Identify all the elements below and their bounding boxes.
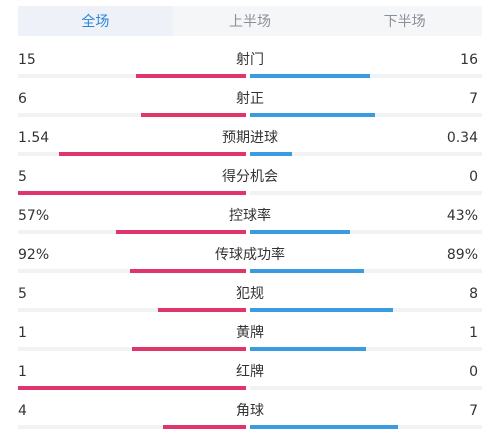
away-bar-track [250,425,482,429]
stat-row: 57% 控球率 43% [0,208,500,240]
home-bar [18,386,246,390]
home-bar [18,191,246,195]
away-bar-track [250,386,482,390]
home-bar-track [18,269,246,273]
home-bar [132,347,246,351]
stat-label: 传球成功率 [215,247,285,263]
away-bar-track [250,191,482,195]
away-value: 16 [460,52,478,68]
away-bar-track [250,230,482,234]
stat-row: 92% 传球成功率 89% [0,247,500,279]
home-bar-track [18,152,246,156]
stat-row: 1 红牌 0 [0,364,500,396]
stat-label: 黄牌 [236,325,264,341]
away-bar [250,308,393,312]
tab-first-half[interactable]: 上半场 [229,14,271,30]
home-bar [116,230,246,234]
home-bar-track [18,347,246,351]
stat-label: 红牌 [236,364,264,380]
home-bar [141,113,246,117]
home-bar [136,74,246,78]
away-bar [250,269,364,273]
stat-label: 角球 [236,403,264,419]
home-value: 5 [18,286,27,302]
away-value: 8 [469,286,478,302]
home-value: 1 [18,325,27,341]
home-bar-track [18,230,246,234]
home-value: 92% [18,247,50,263]
away-value: 0 [469,169,478,185]
home-bar-track [18,113,246,117]
away-bar-track [250,74,482,78]
away-bar [250,74,370,78]
home-bar-track [18,386,246,390]
home-bar [130,269,246,273]
away-bar [250,152,292,156]
home-bar-track [18,191,246,195]
tab-second-half[interactable]: 下半场 [383,14,426,30]
home-value: 6 [18,91,27,107]
stat-row: 1 黄牌 1 [0,325,500,357]
home-bar-track [18,308,246,312]
away-bar [250,113,375,117]
home-value: 1.54 [18,130,50,146]
home-value: 57% [18,208,50,224]
away-bar-track [250,347,482,351]
away-bar [250,425,398,429]
home-bar [59,152,246,156]
away-value: 0 [469,364,478,380]
stat-row: 5 得分机会 0 [0,169,500,201]
stat-label: 犯规 [236,286,264,302]
away-bar-track [250,152,482,156]
stat-label: 预期进球 [222,130,278,146]
stat-row: 15 射门 16 [0,52,500,84]
home-bar-track [18,425,246,429]
away-bar [250,347,366,351]
home-value: 4 [18,403,27,419]
away-bar [250,230,350,234]
stat-label: 控球率 [229,208,271,224]
away-bar-track [250,269,482,273]
away-bar-track [250,308,482,312]
away-value: 89% [446,247,478,263]
home-bar [158,308,246,312]
away-value: 43% [446,208,478,224]
stat-row: 5 犯规 8 [0,286,500,318]
away-value: 1 [469,325,478,341]
home-bar [163,425,246,429]
stat-row: 4 角球 7 [0,403,500,435]
period-tabs: 全场 上半场 下半场 [18,6,482,36]
away-bar-track [250,113,482,117]
stat-label: 射门 [236,52,264,68]
stat-label: 射正 [236,91,264,107]
stat-label: 得分机会 [222,169,278,185]
home-value: 1 [18,364,27,380]
stat-row: 6 射正 7 [0,91,500,123]
home-value: 15 [18,52,36,68]
home-value: 5 [18,169,27,185]
away-value: 7 [469,91,478,107]
away-value: 0.34 [446,130,478,146]
stat-row: 1.54 预期进球 0.34 [0,130,500,162]
away-value: 7 [469,403,478,419]
home-bar-track [18,74,246,78]
tab-full-match[interactable]: 全场 [18,6,173,36]
